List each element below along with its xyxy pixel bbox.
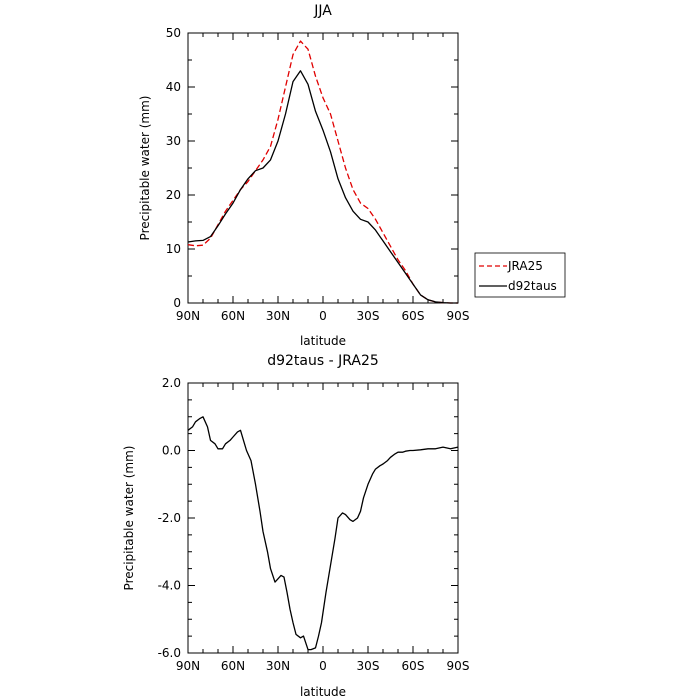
top-series-jra25: [187, 40, 458, 304]
top-x-axis-title: latitude: [300, 334, 346, 348]
bottom-x-tick-label: 90N: [176, 659, 200, 673]
bottom-y-tick-label: 2.0: [162, 376, 181, 390]
top-x-tick-label: 90N: [176, 309, 200, 323]
legend-label-d92taus: d92taus: [508, 279, 557, 293]
top-chart-title: JJA: [313, 3, 332, 19]
top-y-tick-label: 40: [166, 80, 181, 94]
bottom-x-tick-label: 30N: [266, 659, 290, 673]
top-x-tick-label: 30N: [266, 309, 290, 323]
top-x-tick-label: 0: [319, 309, 327, 323]
bottom-y-tick-label: -4.0: [158, 579, 181, 593]
bottom-x-axis-title: latitude: [300, 685, 346, 699]
bottom-x-tick-label: 0: [319, 659, 327, 673]
top-series: [187, 40, 458, 304]
bottom-x-tick-label: 60S: [402, 659, 425, 673]
bottom-chart-title: d92taus - JRA25: [267, 353, 379, 369]
top-y-tick-label: 0: [173, 296, 181, 310]
bottom-y-tick-label: 0.0: [162, 444, 181, 458]
bottom-series-line-0: [187, 416, 459, 651]
top-panel: JJA 90N 60N 30N 0 30S 60S 90S 0 10 20 30 40 50 latit…: [138, 3, 566, 348]
bottom-y-axis-title: Precipitable water (mm): [122, 446, 136, 591]
top-y-tick-label: 10: [166, 242, 181, 256]
top-y-axis-title: Precipitable water (mm): [138, 96, 152, 241]
top-y-tick-label: 20: [166, 188, 181, 202]
top-x-tick-label: 60S: [402, 309, 425, 323]
top-x-tick-label: 60N: [221, 309, 245, 323]
legend-box: [474, 252, 566, 298]
legend: JRA25 d92taus: [474, 252, 566, 298]
top-series-d92taus: [187, 70, 458, 304]
bottom-x-tick-label: 90S: [447, 659, 470, 673]
top-ticks: 90N 60N 30N 0 30S 60S 90S 0 10 20 30 40 50: [166, 26, 470, 323]
top-plot-frame: [187, 32, 459, 304]
bottom-x-tick-label: 30S: [357, 659, 380, 673]
top-y-tick-label: 50: [166, 26, 181, 40]
legend-label-jra25: JRA25: [507, 259, 543, 273]
top-x-tick-label: 30S: [357, 309, 380, 323]
top-x-tick-label: 90S: [447, 309, 470, 323]
bottom-x-tick-label: 60N: [221, 659, 245, 673]
bottom-series: [187, 416, 459, 651]
bottom-y-tick-label: -2.0: [158, 511, 181, 525]
top-y-tick-label: 30: [166, 134, 181, 148]
bottom-y-tick-label: -6.0: [158, 646, 181, 660]
bottom-panel: d92taus - JRA25 90N 60N 30N 0 30S 60S 90S 2.0 0.…: [122, 353, 469, 699]
bottom-ticks: 90N 60N 30N 0 30S 60S 90S 2.0 0.0 -2.0 -4.0 -6.0: [158, 376, 470, 673]
